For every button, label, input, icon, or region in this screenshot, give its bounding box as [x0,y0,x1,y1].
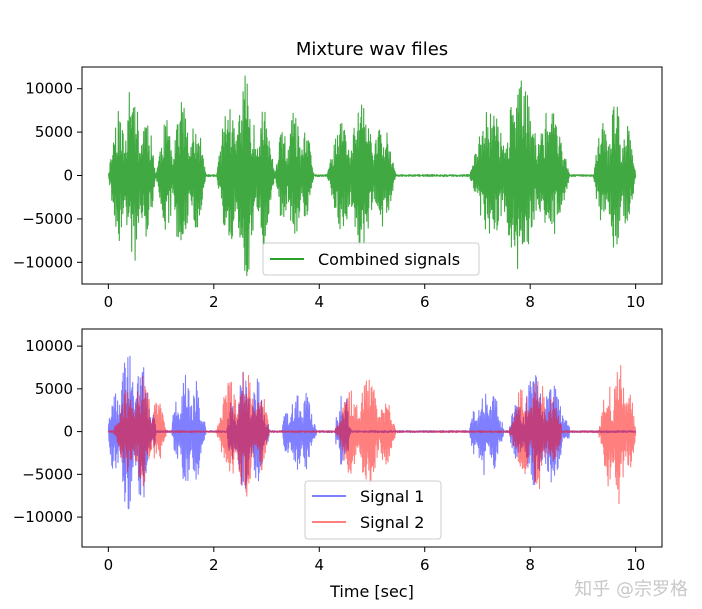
top-legend-box [262,242,480,276]
y-tick-label: −10000 [13,508,73,526]
top-subplot: Mixture wav files 0 2 4 6 8 10 −10000 −5000 0 500… [13,39,663,311]
x-tick-label: 0 [104,293,114,311]
top-legend: Combined signals [262,242,480,276]
top-axis-ticks: 0 2 4 6 8 10 −10000 −5000 0 5000 10000 [13,80,645,311]
y-tick-label: −5000 [22,465,73,483]
top-legend-label: Combined signals [318,250,460,269]
watermark-text: 知乎 @宗罗格 [574,579,688,600]
bottom-plot-lines [107,355,637,510]
y-tick-label: −5000 [22,210,73,228]
bottom-legend: Signal 1 Signal 2 [304,480,442,540]
bottom-axes-frame [81,328,663,548]
y-tick-label: 5000 [35,123,73,141]
x-tick-label: 6 [420,293,430,311]
waveform-combined-signals [107,75,637,277]
y-tick-label: 5000 [35,380,73,398]
y-tick-label: 10000 [25,337,73,355]
y-tick-label: 10000 [25,80,73,98]
bottom-xaxis-label: Time [sec] [329,582,414,601]
y-tick-label: −10000 [13,253,73,271]
x-tick-label: 4 [314,293,324,311]
bottom-legend-label-2: Signal 2 [360,513,424,532]
x-tick-label: 8 [525,556,535,574]
x-tick-label: 0 [104,556,114,574]
x-tick-label: 4 [314,556,324,574]
top-plot-lines [107,75,637,277]
waveform-signal-2 [107,365,637,505]
x-tick-label: 8 [525,293,535,311]
y-tick-label: 0 [63,167,73,185]
x-tick-label: 6 [420,556,430,574]
x-tick-label: 10 [626,293,645,311]
bottom-axis-ticks: 0 2 4 6 8 10 −10000 −5000 0 5000 10000 [13,337,645,574]
bottom-subplot: 0 2 4 6 8 10 −10000 −5000 0 5000 10000 Signal 1 Si… [13,328,663,601]
y-tick-label: 0 [63,423,73,441]
x-tick-label: 2 [209,556,219,574]
top-chart-title: Mixture wav files [296,39,448,60]
x-tick-label: 2 [209,293,219,311]
x-tick-label: 10 [626,556,645,574]
bottom-legend-label-1: Signal 1 [360,487,424,506]
